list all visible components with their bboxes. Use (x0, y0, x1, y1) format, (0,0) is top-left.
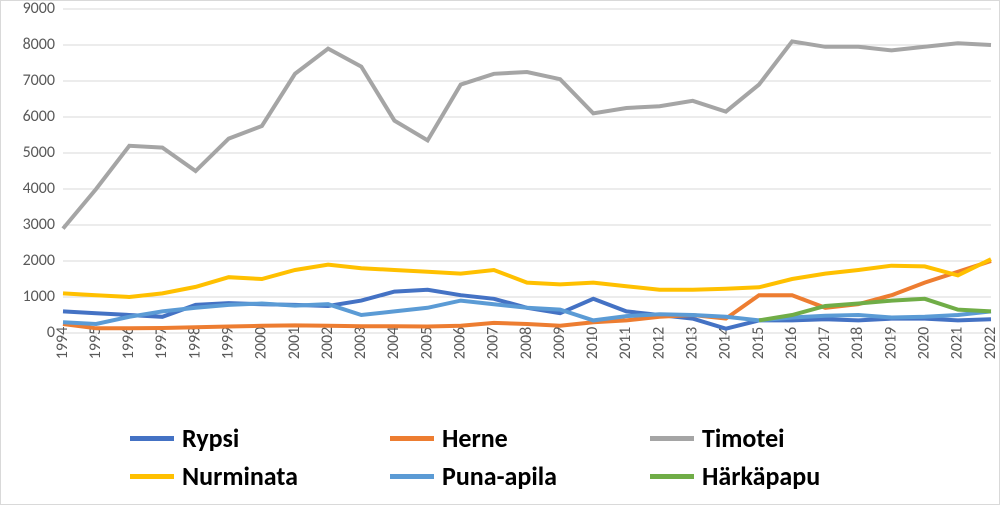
x-tick-label: 2001 (285, 327, 304, 359)
y-tick-label: 7000 (23, 71, 55, 90)
x-tick-label: 1999 (219, 327, 238, 359)
x-tick-label: 2003 (351, 327, 370, 359)
x-tick-label: 2011 (616, 327, 635, 359)
x-tick-label: 2007 (484, 327, 503, 359)
legend-item-härkäpapu: Härkäpapu (650, 460, 870, 492)
line-chart: 0100020003000400050006000700080009000199… (0, 0, 1000, 505)
x-tick-label: 2018 (848, 327, 867, 359)
legend-item-puna-apila: Puna-apila (390, 460, 610, 492)
x-tick-label: 2014 (716, 327, 735, 359)
y-tick-label: 6000 (23, 107, 55, 126)
legend-item-nurminata: Nurminata (130, 460, 350, 492)
legend-swatch (650, 474, 694, 479)
legend: Rypsi Herne Timotei Nurminata Puna-apila Härk… (1, 422, 999, 492)
x-tick-label: 2015 (749, 327, 768, 359)
legend-label: Timotei (702, 422, 785, 454)
y-tick-label: 9000 (23, 1, 55, 18)
x-tick-label: 1994 (53, 327, 72, 359)
x-tick-label: 2012 (649, 327, 668, 359)
x-tick-label: 2000 (252, 327, 271, 359)
legend-label: Puna-apila (442, 460, 557, 492)
x-tick-label: 2009 (550, 327, 569, 359)
x-tick-label: 2006 (451, 327, 470, 359)
x-tick-label: 2004 (384, 327, 403, 359)
x-tick-label: 2005 (417, 327, 436, 359)
legend-item-timotei: Timotei (650, 422, 870, 454)
legend-item-herne: Herne (390, 422, 610, 454)
x-tick-label: 2002 (318, 327, 337, 359)
series-timotei (63, 41, 991, 228)
x-tick-label: 1996 (119, 327, 138, 359)
series-nurminata (63, 259, 991, 297)
x-tick-label: 2008 (517, 327, 536, 359)
y-tick-label: 3000 (23, 215, 55, 234)
y-tick-label: 5000 (23, 143, 55, 162)
x-tick-label: 2022 (981, 327, 1000, 359)
x-tick-label: 2013 (683, 327, 702, 359)
x-tick-label: 2010 (583, 327, 602, 359)
legend-swatch (390, 436, 434, 441)
x-tick-label: 1998 (185, 327, 204, 359)
legend-swatch (390, 474, 434, 479)
y-tick-label: 2000 (23, 251, 55, 270)
y-tick-label: 1000 (23, 287, 55, 306)
y-tick-label: 8000 (23, 35, 55, 54)
legend-swatch (130, 474, 174, 479)
legend-swatch (650, 436, 694, 441)
x-tick-label: 2017 (815, 327, 834, 359)
x-tick-label: 2021 (948, 327, 967, 359)
x-tick-label: 2020 (915, 327, 934, 359)
legend-swatch (130, 436, 174, 441)
legend-label: Härkäpapu (702, 460, 820, 492)
legend-item-rypsi: Rypsi (130, 422, 350, 454)
legend-label: Herne (442, 422, 508, 454)
x-tick-label: 1995 (86, 327, 105, 359)
x-tick-label: 2016 (782, 327, 801, 359)
x-tick-label: 2019 (881, 327, 900, 359)
legend-label: Nurminata (182, 460, 298, 492)
x-tick-label: 1997 (152, 327, 171, 359)
y-tick-label: 4000 (23, 179, 55, 198)
legend-label: Rypsi (182, 422, 239, 454)
